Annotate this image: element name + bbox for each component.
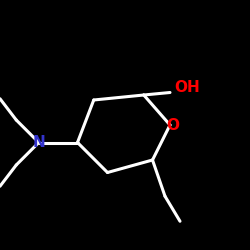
Text: N: N xyxy=(32,135,45,150)
Text: OH: OH xyxy=(174,80,201,95)
Text: O: O xyxy=(166,118,179,132)
